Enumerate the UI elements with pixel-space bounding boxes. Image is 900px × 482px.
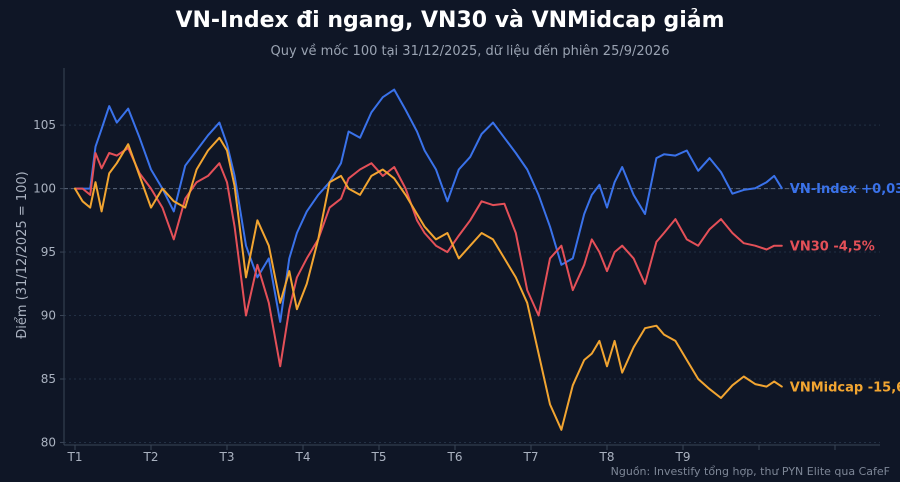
x-tick-label: T2	[143, 450, 159, 464]
x-tick-label: T9	[675, 450, 691, 464]
y-tick-label: 105	[33, 118, 56, 132]
end-label-vnmidcap: VNMidcap -15,6%	[790, 381, 900, 396]
source-note: Nguồn: Investify tổng hợp, thư PYN Elite…	[610, 465, 890, 478]
y-axis-label: Điểm (31/12/2025 = 100)	[15, 171, 30, 339]
series-end-labels: VN-Index +0,03% VN30 -4,5% VNMidcap -15,6%	[790, 182, 900, 395]
chart-subtitle: Quy về mốc 100 tại 31/12/2025, dữ liệu đ…	[270, 44, 670, 59]
x-tick-label: T3	[219, 450, 235, 464]
end-label-vn30: VN30 -4,5%	[790, 240, 875, 255]
gridlines	[64, 124, 880, 443]
y-tick-label: 90	[41, 309, 56, 323]
series-lines	[74, 88, 783, 431]
x-tick-label: T4	[295, 450, 311, 464]
y-tick-label: 95	[41, 245, 56, 259]
end-label-vnindex: VN-Index +0,03%	[790, 182, 900, 197]
y-tick-label: 85	[41, 372, 56, 386]
x-tick-label: T5	[371, 450, 387, 464]
x-tick-label: T1	[67, 450, 83, 464]
chart-title: VN-Index đi ngang, VN30 và VNMidcap giảm	[175, 8, 725, 33]
series-line-vnmidcap	[74, 136, 783, 431]
series-line-vn30	[74, 147, 783, 368]
y-tick-label: 80	[41, 435, 56, 449]
x-axis: T1 T2 T3 T4 T5 T6 T7 T8 T9	[64, 444, 880, 464]
y-axis: 80 85 90 95 100 105	[33, 68, 65, 449]
x-tick-label: T8	[599, 450, 615, 464]
y-tick-label: 100	[33, 182, 56, 196]
x-tick-label: T7	[523, 450, 539, 464]
x-tick-label: T6	[447, 450, 463, 464]
series-line-vnindex	[74, 88, 783, 323]
